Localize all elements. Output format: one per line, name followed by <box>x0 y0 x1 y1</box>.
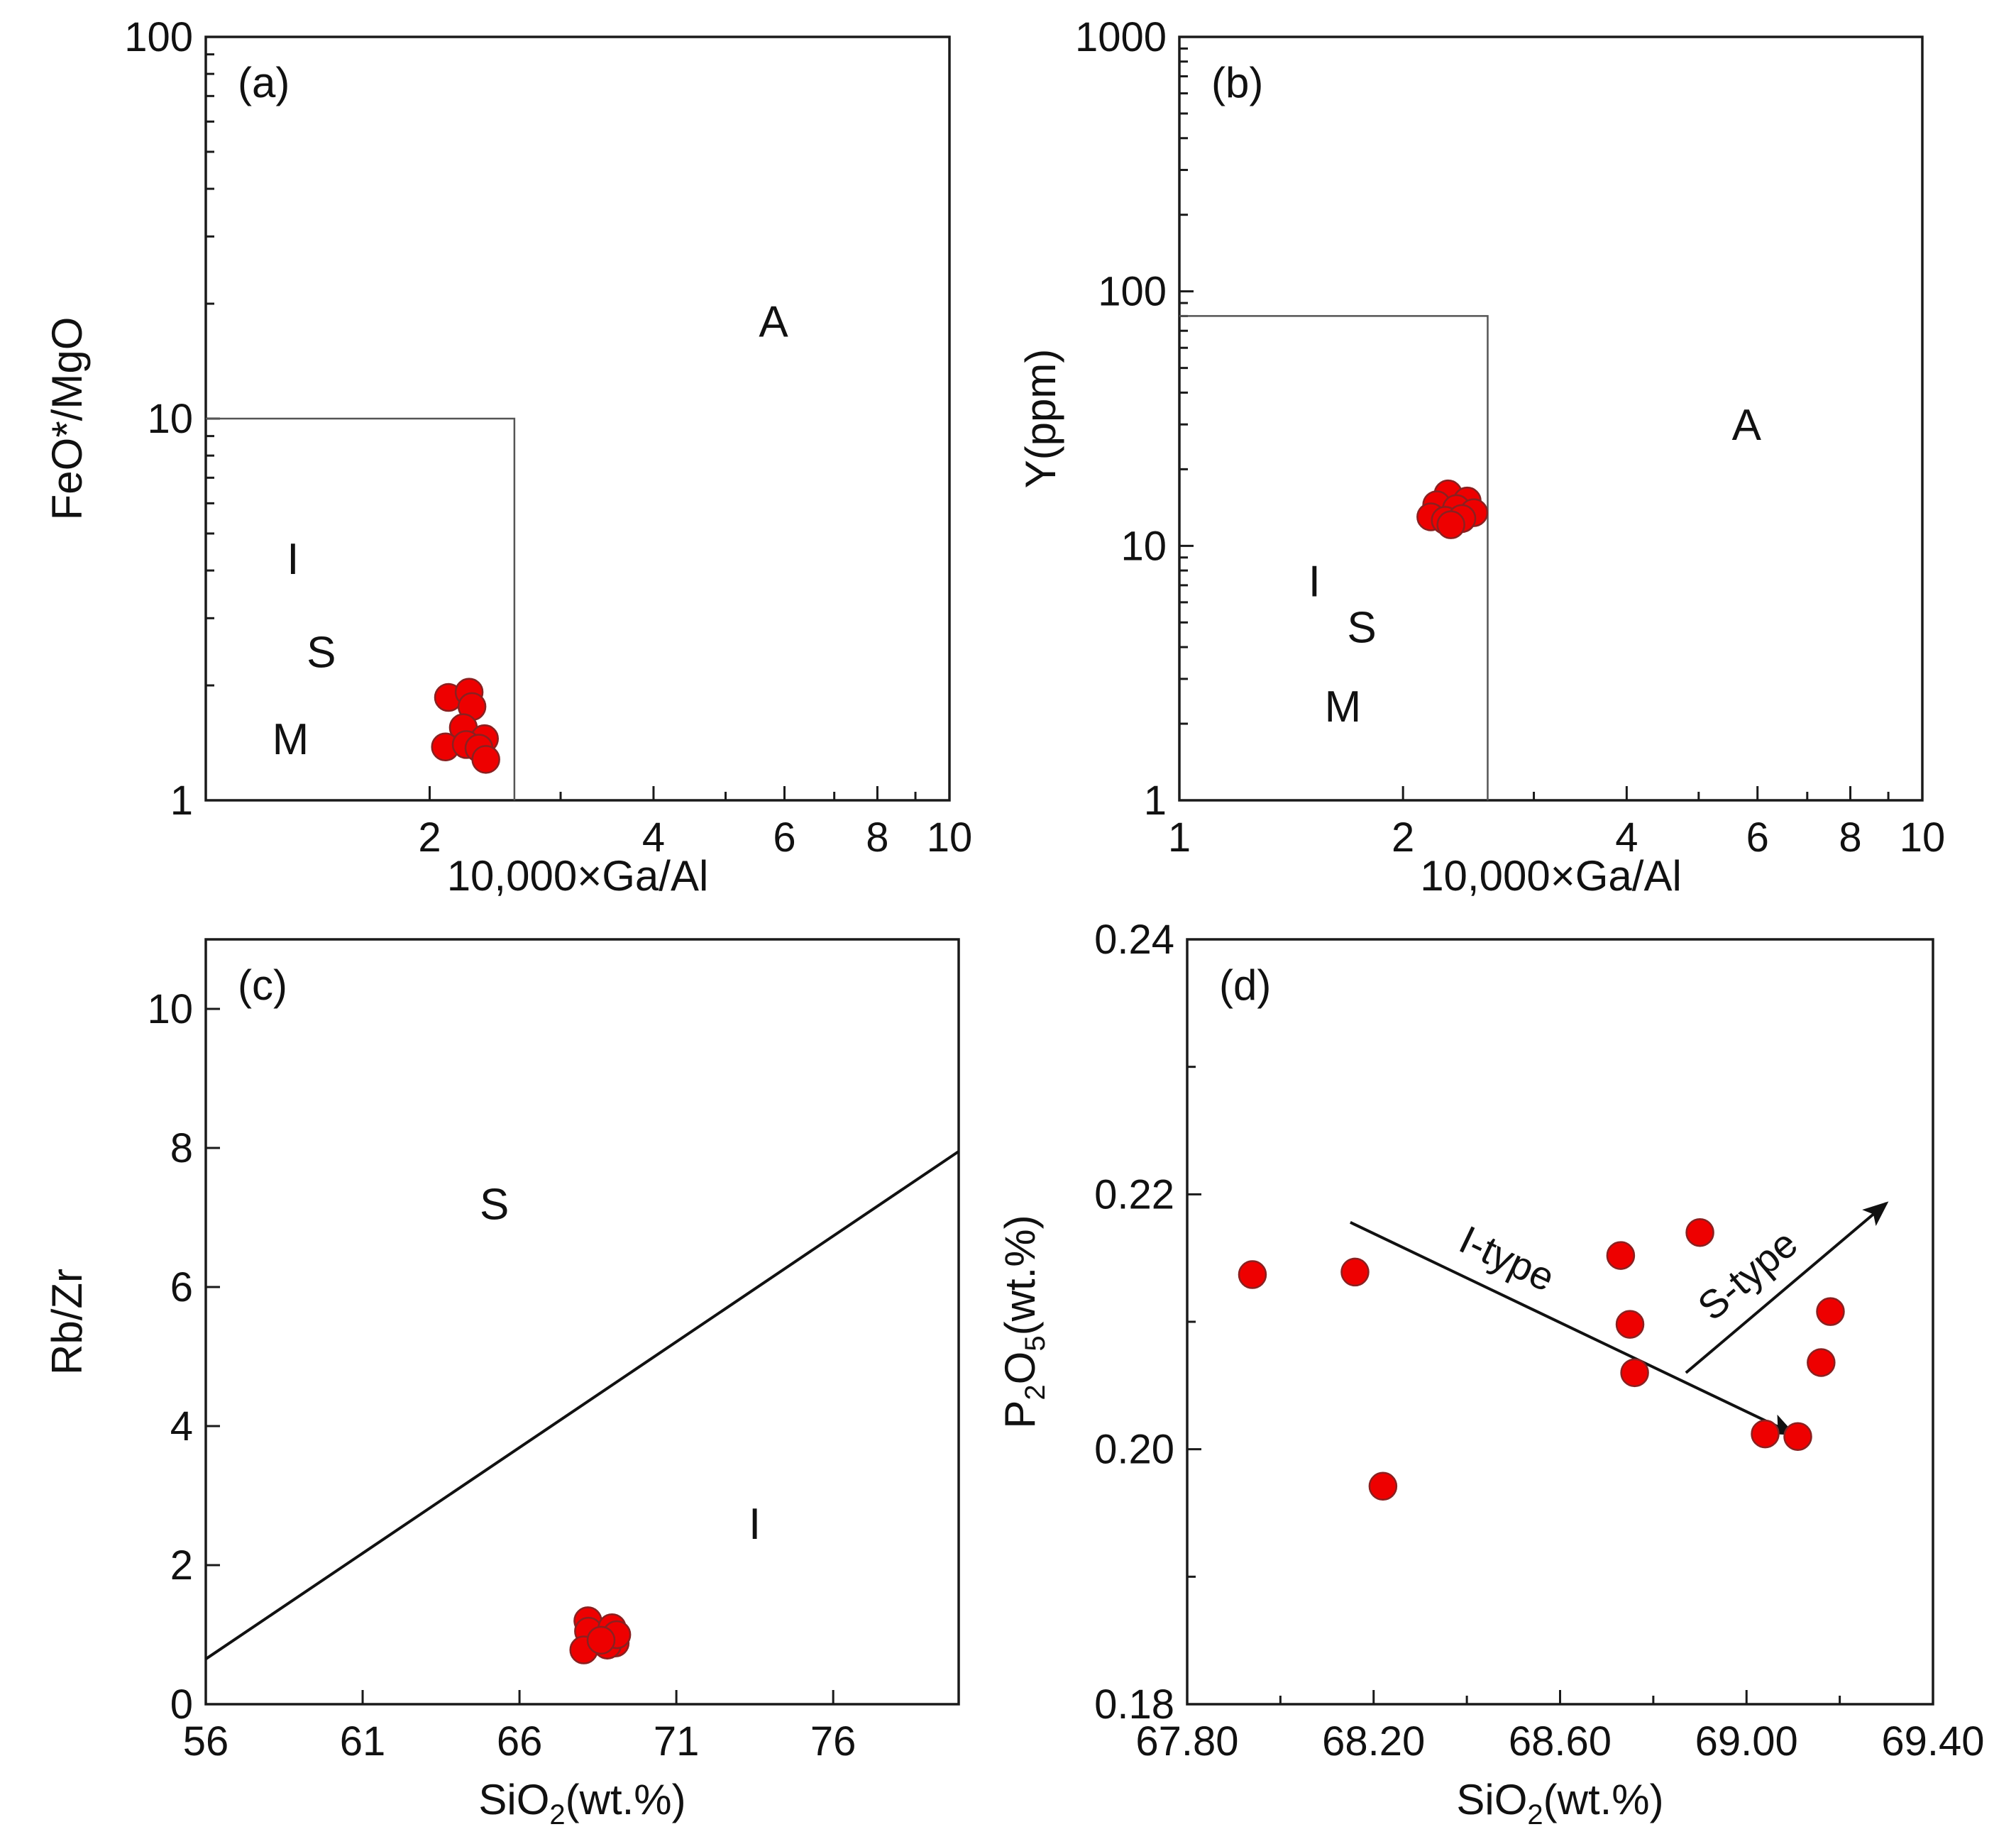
x-tick-label-b: 10 <box>1900 814 1946 861</box>
y-tick-label-c: 10 <box>147 986 193 1032</box>
y-axis-label-subscript: 2 <box>1020 1384 1051 1400</box>
panel-label-c: (c) <box>238 961 287 1009</box>
field-label-b: S <box>1347 604 1376 653</box>
x-tick-label-b: 8 <box>1839 814 1861 861</box>
x-axis-label-b: 10,000×Ga/Al <box>1420 852 1682 900</box>
x-tick-label-c: 66 <box>497 1718 543 1765</box>
y-axis-label-d: P2O5(wt.%) <box>996 1215 1051 1428</box>
y-tick-label-d: 0.22 <box>1094 1171 1174 1217</box>
y-axis-label-part: P <box>996 1401 1044 1429</box>
x-axis-label-c: SiO2(wt.%) <box>478 1776 685 1830</box>
y-tick-label-d: 0.18 <box>1094 1681 1174 1728</box>
panel-label-d: (d) <box>1219 961 1271 1009</box>
data-point-d <box>1340 1257 1370 1287</box>
x-axis-label-main: SiO <box>478 1776 549 1823</box>
chart-panel-b: 1 2 4 6 8 10 1 10 100 1000 (b) 10,000×Ga/Al Y(ppm) A I… <box>1017 14 1945 900</box>
x-axis-label-tail: (wt.%) <box>566 1776 686 1823</box>
x-axis-label-a: 10,000×Ga/Al <box>447 852 709 900</box>
x-tick-label-d: 69.40 <box>1881 1718 1984 1765</box>
field-label-a: S <box>307 629 336 678</box>
data-point-c <box>586 1625 616 1655</box>
x-tick-label-a: 4 <box>642 814 665 861</box>
field-boundary-b <box>1179 315 1489 800</box>
field-boundary-a <box>206 417 516 800</box>
field-label-b: A <box>1732 401 1762 450</box>
y-axis-label-c: Rb/Zr <box>43 1269 91 1375</box>
x-axis-label-tail: (wt.%) <box>1543 1776 1664 1823</box>
plot-frame-b <box>1178 35 1924 802</box>
y-axis-label-part: (wt.%) <box>996 1215 1044 1335</box>
x-tick-label-c: 76 <box>810 1718 856 1765</box>
data-point-d <box>1606 1241 1636 1270</box>
data-point-d <box>1685 1217 1714 1247</box>
field-label-a: I <box>287 535 299 584</box>
data-point-d <box>1615 1310 1645 1339</box>
y-axis-label-part: O <box>996 1352 1044 1385</box>
field-label-a: A <box>759 298 788 347</box>
x-tick-label-b: 1 <box>1168 814 1191 861</box>
field-label-b: I <box>1309 557 1321 606</box>
y-tick-label-a: 10 <box>147 396 193 442</box>
data-point-b <box>1436 510 1465 539</box>
field-label-b: M <box>1325 683 1362 731</box>
y-tick-label-c: 4 <box>170 1403 193 1449</box>
chart-panel-d: 67.80 68.20 68.60 69.00 69.40 0.18 0.20 0.22 0.2… <box>996 917 1985 1830</box>
x-tick-label-d: 68.60 <box>1509 1718 1612 1765</box>
y-axis-label-subscript: 5 <box>1020 1335 1051 1351</box>
field-label-c: S <box>480 1180 509 1229</box>
x-tick-label-a: 6 <box>773 814 795 861</box>
panel-label-a: (a) <box>238 59 290 106</box>
data-point-d <box>1807 1348 1836 1377</box>
data-point-d <box>1783 1422 1812 1451</box>
data-point-d <box>1816 1297 1845 1326</box>
x-tick-label-b: 2 <box>1392 814 1414 861</box>
y-tick-label-b: 1000 <box>1075 14 1167 60</box>
x-tick-label-c: 56 <box>183 1718 229 1765</box>
field-label-c: I <box>749 1500 761 1549</box>
y-tick-label-c: 0 <box>170 1681 193 1728</box>
x-tick-label-d: 68.20 <box>1322 1718 1425 1765</box>
y-axis-label-b: Y(ppm) <box>1017 349 1064 489</box>
chart-panel-a: 2 4 6 8 10 1 10 100 (a) 10,000×Ga/Al FeO*/MgO A ISM <box>43 14 972 900</box>
discrimination-line-c <box>204 1150 960 1660</box>
x-axis-label-main: SiO <box>1456 1776 1527 1823</box>
x-tick-label-c: 61 <box>340 1718 386 1765</box>
x-tick-label-d: 67.80 <box>1135 1718 1238 1765</box>
field-label-a: M <box>272 715 309 764</box>
y-tick-label-c: 6 <box>170 1264 193 1310</box>
y-tick-label-b: 10 <box>1120 523 1167 569</box>
y-tick-label-b: 1 <box>1144 778 1167 824</box>
y-tick-label-c: 2 <box>170 1542 193 1589</box>
x-tick-label-d: 69.00 <box>1695 1718 1798 1765</box>
data-point-a <box>471 745 500 774</box>
y-tick-label-a: 100 <box>124 14 193 60</box>
data-point-d <box>1620 1358 1649 1388</box>
data-point-d <box>1368 1471 1398 1501</box>
x-axis-label-subscript: 2 <box>1527 1799 1543 1830</box>
x-tick-label-a: 10 <box>927 814 973 861</box>
y-tick-label-b: 100 <box>1098 269 1167 315</box>
x-axis-label-d: SiO2(wt.%) <box>1456 1776 1663 1830</box>
trend-arrow-i-type <box>1350 1221 1796 1435</box>
x-tick-label-c: 71 <box>654 1718 700 1765</box>
x-tick-label-b: 4 <box>1615 814 1638 861</box>
y-tick-label-c: 8 <box>170 1125 193 1171</box>
x-tick-label-b: 6 <box>1746 814 1769 861</box>
x-axis-label-subscript: 2 <box>549 1799 565 1830</box>
y-tick-label-d: 0.20 <box>1094 1427 1174 1473</box>
data-point-d <box>1751 1419 1780 1449</box>
trend-arrow-s-type <box>1685 1201 1889 1374</box>
plot-frame-c <box>204 938 960 1706</box>
panel-label-b: (b) <box>1211 59 1263 106</box>
x-tick-label-a: 8 <box>866 814 888 861</box>
x-tick-label-a: 2 <box>418 814 441 861</box>
y-axis-label-a: FeO*/MgO <box>43 317 91 521</box>
y-tick-label-d: 0.24 <box>1094 917 1174 963</box>
y-tick-label-a: 1 <box>170 778 193 824</box>
trend-label-i-type: I-type <box>1453 1217 1562 1300</box>
data-point-d <box>1238 1260 1267 1289</box>
